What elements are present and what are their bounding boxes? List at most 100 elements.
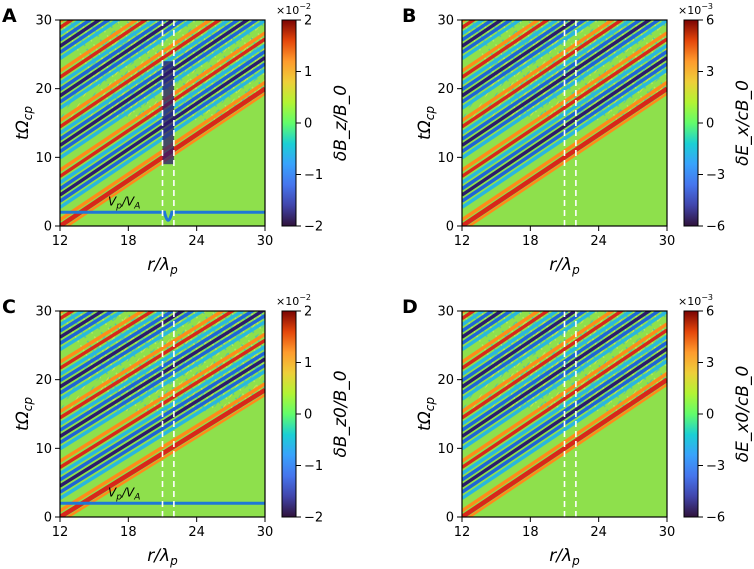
- wave-stripe: [462, 56, 667, 197]
- panel-label: A: [2, 5, 17, 27]
- wave-stripe: [462, 311, 653, 438]
- y-tick-label: 30: [35, 305, 52, 320]
- wave-stripe: [60, 20, 112, 54]
- colorbar-gradient: [683, 19, 699, 227]
- quiet-region: [60, 392, 265, 517]
- colorbar-tick-label: 3: [706, 356, 714, 371]
- colorbar-label: δE_x/cB_0: [733, 80, 753, 166]
- wave-stripe: [60, 20, 223, 129]
- wave-stripe: [462, 311, 523, 352]
- x-tick-label: 18: [522, 525, 539, 540]
- colorbar-gradient: [683, 310, 699, 518]
- colorbar-gradient: [281, 19, 297, 227]
- wave-stripe: [60, 311, 176, 383]
- colorbar: 2 1 0 −1 −2 ×10−2 δB_z0/B_0: [276, 293, 351, 526]
- wave-stripe: [462, 0, 667, 3]
- wave-stripe: [462, 20, 468, 23]
- wave-stripe: [462, 311, 597, 401]
- wave-stripe: [462, 311, 514, 345]
- wave-stripe: [462, 20, 597, 110]
- colorbar-tick-label: −1: [304, 459, 323, 474]
- colorbar-tick-label: −6: [706, 511, 725, 526]
- colorbar-tick-label: −6: [706, 220, 725, 235]
- wave-stripe: [462, 20, 523, 61]
- wave-stripe: [462, 20, 514, 54]
- y-tick-label: 10: [437, 442, 454, 457]
- wave-stripe: [60, 382, 265, 513]
- x-tick-label: 12: [454, 525, 471, 540]
- colorbar-tick-label: −3: [706, 168, 725, 183]
- wave-stripe: [462, 0, 667, 9]
- wave-stripe: [462, 37, 667, 178]
- texture-stripe: [249, 311, 265, 338]
- wave-stripe: [60, 20, 177, 98]
- wave-stripe: [60, 311, 136, 358]
- y-tick-label: 10: [35, 151, 52, 166]
- wave-stripe: [60, 20, 195, 110]
- heatmap: [60, 20, 265, 226]
- colorbar-gradient: [281, 310, 297, 518]
- panel-label: B: [402, 5, 416, 27]
- velocity-line: [60, 210, 265, 222]
- x-axis-label: r/λp: [549, 546, 580, 568]
- wave-stripe: [462, 20, 667, 160]
- colorbar-tick-label: 0: [304, 117, 312, 132]
- x-tick-label: 30: [659, 525, 676, 540]
- colorbar-tick-label: −3: [706, 459, 725, 474]
- wave-front-line: [462, 379, 667, 517]
- wave-stripe: [60, 311, 166, 376]
- plot-frame: [59, 19, 266, 227]
- colorbar-tick-label: 3: [706, 65, 714, 80]
- y-tick-label: 20: [437, 82, 454, 97]
- texture-stripe: [239, 311, 265, 354]
- wave-stripe: [462, 347, 667, 488]
- y-tick-label: 30: [35, 14, 52, 29]
- x-tick-label: 24: [590, 525, 607, 540]
- y-tick-label: 0: [446, 220, 454, 235]
- y-tick-label: 30: [437, 305, 454, 320]
- wave-stripe: [462, 0, 667, 15]
- heatmap: [462, 311, 667, 517]
- colorbar-multiplier: ×10−2: [276, 293, 311, 308]
- colorbar-tick-label: 0: [706, 408, 714, 423]
- wave-stripe: [60, 20, 121, 61]
- colorbar-tick-label: 6: [706, 14, 714, 29]
- wave-stripe: [60, 311, 146, 364]
- wave-stripe: [60, 20, 66, 23]
- wave-front-line: [462, 88, 667, 226]
- wave-stripe: [462, 311, 532, 358]
- wave-stripe: [462, 20, 505, 48]
- wave-stripe: [462, 311, 579, 389]
- colorbar: 2 1 0 −1 −2 ×10−2 δB_z/B_0: [276, 2, 351, 235]
- plot-frame: [461, 310, 668, 518]
- wave-stripe: [60, 314, 265, 445]
- y-tick-label: 20: [437, 373, 454, 388]
- x-tick-label: 18: [522, 234, 539, 249]
- colorbar-label: δB_z/B_0: [331, 85, 351, 161]
- y-axis-label: tΩcp: [415, 106, 437, 140]
- colorbar-tick-label: 2: [304, 305, 312, 320]
- x-axis-label: r/λp: [549, 255, 580, 277]
- x-tick-label: 12: [52, 525, 69, 540]
- x-tick-label: 24: [188, 234, 205, 249]
- quiet-region: [462, 382, 667, 517]
- x-tick-label: 30: [257, 234, 274, 249]
- y-tick-label: 30: [437, 14, 454, 29]
- discontinuity-region: [162, 61, 174, 165]
- y-tick-label: 0: [44, 511, 52, 526]
- colorbar: 6 3 0 −3 −6 ×10−3 δE_x0/cB_0: [678, 293, 753, 526]
- wave-stripe: [462, 311, 625, 420]
- y-axis-label: tΩcp: [415, 397, 437, 431]
- colorbar-tick-label: 0: [304, 408, 312, 423]
- y-tick-label: 10: [35, 442, 52, 457]
- wave-stripe: [60, 311, 156, 370]
- wave-stripe: [462, 311, 560, 376]
- wave-stripe: [60, 20, 130, 67]
- wave-stripe: [462, 328, 667, 469]
- panel-label: C: [2, 296, 16, 318]
- x-tick-label: 30: [659, 234, 676, 249]
- wave-stripe: [60, 311, 196, 395]
- y-tick-label: 20: [35, 82, 52, 97]
- wave-stripe: [462, 311, 542, 364]
